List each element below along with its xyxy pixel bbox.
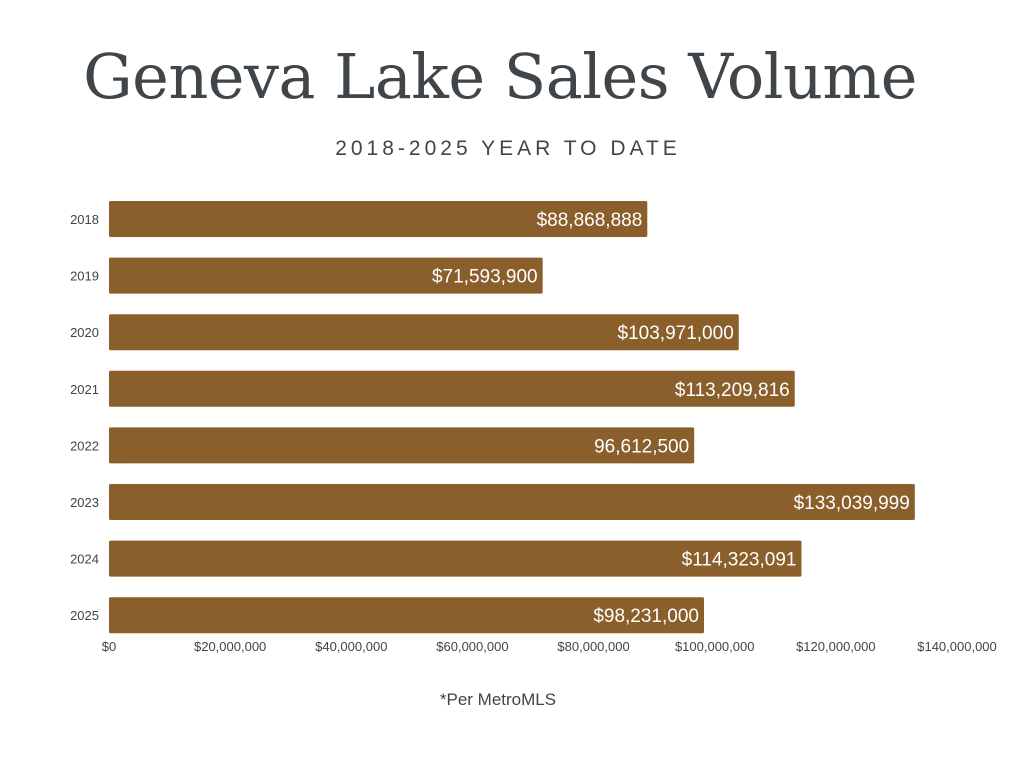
bar-2022 (109, 427, 695, 464)
x-tick-label: $100,000,000 (675, 639, 755, 654)
data-label-2023: $133,039,999 (794, 493, 910, 514)
chart-subtitle: 2018-2025 YEAR TO DATE (335, 137, 681, 160)
x-tick-label: $80,000,000 (557, 639, 629, 654)
category-label-2019: 2019 (70, 269, 99, 284)
data-label-2021: $113,209,816 (675, 380, 790, 401)
data-label-2024: $114,323,091 (682, 550, 797, 571)
category-label-2023: 2023 (70, 495, 99, 510)
data-label-2019: $71,593,900 (432, 267, 538, 288)
data-label-2022: 96,612,500 (594, 436, 689, 457)
category-label-2025: 2025 (70, 608, 99, 623)
category-label-2024: 2024 (70, 552, 99, 567)
category-label-2021: 2021 (70, 382, 99, 397)
chart-title: Geneva Lake Sales Volume (83, 40, 917, 113)
category-label-2020: 2020 (70, 325, 99, 340)
source-footnote: *Per MetroMLS (439, 690, 557, 709)
x-tick-label: $140,000,000 (917, 639, 997, 654)
bar-2021 (109, 370, 795, 407)
bar-2024 (109, 540, 802, 577)
x-tick-label: $40,000,000 (315, 639, 387, 654)
category-label-2022: 2022 (70, 438, 99, 453)
x-tick-label: $60,000,000 (436, 639, 508, 654)
data-label-2020: $103,971,000 (618, 323, 734, 344)
x-tick-label: $120,000,000 (796, 639, 876, 654)
x-tick-label: $0 (102, 639, 116, 654)
bar-2023 (109, 484, 915, 520)
data-label-2018: $88,868,888 (537, 210, 643, 231)
data-label-2025: $98,231,000 (593, 606, 699, 627)
bar-2019 (109, 257, 543, 294)
bar-2025 (109, 597, 704, 634)
x-tick-label: $20,000,000 (194, 639, 266, 654)
bar-2020 (109, 314, 739, 351)
bar-2018 (109, 201, 648, 237)
category-label-2018: 2018 (70, 212, 99, 227)
